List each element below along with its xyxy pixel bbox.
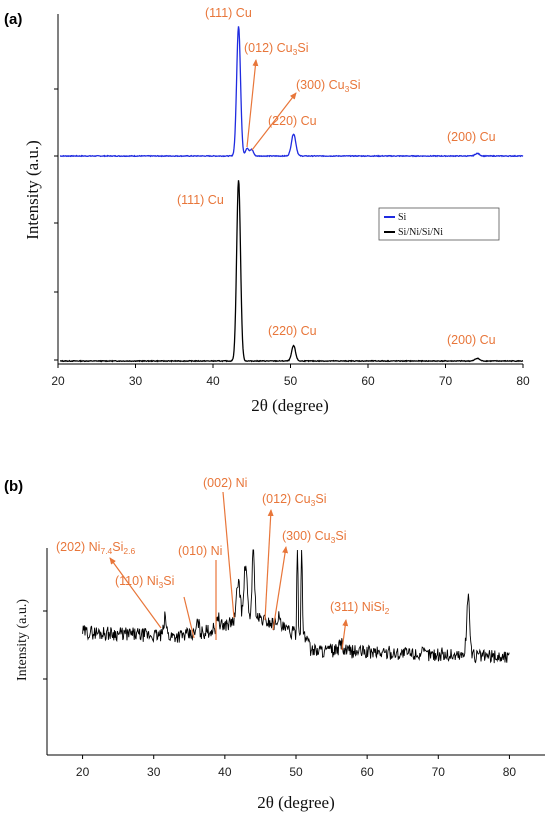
x-tick-label: 70 [439,374,453,388]
panel-a-annotations: (111) Cu (012) Cu3Si (300) Cu3Si (220) C… [177,6,496,347]
annotation-sub: 3 [159,580,164,590]
annotation-sub: 3 [345,84,350,94]
legend-label-si-ni: Si/Ni/Si/Ni [398,227,443,238]
annotation-text: (111) Cu [177,193,224,207]
annotation-tail: Si [297,41,308,55]
x-tick-label: 40 [206,374,220,388]
annotation-202-ni7si2: (202) Ni7.4Si2.6 [56,540,136,556]
annotation-tail: Si [335,529,346,543]
arrow-311-nisi2 [341,619,349,651]
annotation-220-cu: (220) Cu [268,114,317,128]
x-tick-label: 50 [284,374,298,388]
annotation-300-cu3si: (300) Cu3Si [296,78,361,94]
panel-b-label: (b) [4,478,23,495]
x-tick-label: 70 [432,765,446,779]
legend-label-si: Si [398,212,407,223]
panel-a-legend: Si Si/Ni/Si/Ni [378,207,500,241]
annotation-200-cu: (200) Cu [447,130,496,144]
annotation-text: (200) Cu [447,333,496,347]
line-002-ni [222,491,235,619]
panel-a-label: (a) [4,11,22,28]
annotation-mid: Si [112,540,123,554]
annotation-sub: 3 [293,47,298,57]
x-tick-label: 40 [218,765,232,779]
annotation-300-cu3si-b: (300) Cu3Si [282,529,347,545]
x-tick-label: 60 [361,374,375,388]
x-tick-label: 50 [289,765,303,779]
arrow-012-cu3si [246,59,259,148]
x-tick-label: 80 [503,765,517,779]
arrow-012-cu3si-b [264,509,274,621]
arrow-202-ni7si2 [109,557,162,629]
panel-b-ylabel: Intensity (a.u.) [15,599,30,681]
panel-b-xlabel: 2θ (degree) [257,793,335,812]
annotation-text: (300) Cu [282,529,331,543]
annotation-text: (311) NiSi [330,600,385,614]
series-line-si-ni-si-ni [59,180,524,363]
panel-b: (b) 20 30 40 50 60 70 80 Intensity (a.u.) 2θ (… [4,476,545,812]
annotation-text: (012) Cu [262,492,311,506]
panel-b-plot: 20 30 40 50 60 70 80 Intensity (a.u.) 2θ (degr… [15,476,545,812]
annotation-text: (220) Cu [268,114,317,128]
annotation-sub2: 2.6 [123,546,135,556]
annotation-002-ni: (002) Ni [203,476,247,490]
annotation-sub: 3 [311,498,316,508]
annotation-111-cu: (111) Cu [205,6,252,20]
annotation-text: (010) Ni [178,544,222,558]
x-tick-label: 30 [129,374,143,388]
annotation-tail: Si [315,492,326,506]
annotation-tail: Si [349,78,360,92]
annotation-text: (012) Cu [244,41,293,55]
series-line-si [59,26,524,158]
annotation-sub: 3 [331,535,336,545]
series-line-b [82,549,510,664]
annotation-200-cu-lower: (200) Cu [447,333,496,347]
panel-b-annotations: (202) Ni7.4Si2.6 (110) Ni3Si (010) Ni (0… [56,476,390,651]
annotation-311-nisi2: (311) NiSi2 [330,600,390,616]
x-tick-label: 80 [516,374,530,388]
x-tick-label: 20 [76,765,90,779]
panel-a-xlabel: 2θ (degree) [251,396,329,415]
annotation-text: (111) Cu [205,6,252,20]
annotation-110-ni3si: (110) Ni3Si [115,574,174,590]
panel-b-x-ticks: 20 30 40 50 60 70 80 [76,755,517,779]
annotation-010-ni: (010) Ni [178,544,222,558]
legend-box [378,207,500,241]
annotation-text: (200) Cu [447,130,496,144]
annotation-sub: 2 [385,606,390,616]
panel-a: (a) 20 30 40 50 60 70 80 Intensity (a.u.) 2θ (… [4,6,530,415]
annotation-012-cu3si-b: (012) Cu3Si [262,492,327,508]
annotation-sub: 7.4 [100,546,112,556]
annotation-text: (220) Cu [268,324,317,338]
arrow-300-cu3si-b [272,546,289,631]
x-tick-label: 20 [51,374,65,388]
annotation-text: (002) Ni [203,476,247,490]
annotation-220-cu-lower: (220) Cu [268,324,317,338]
annotation-tail: Si [163,574,174,588]
panel-a-x-ticks: 20 30 40 50 60 70 80 [51,364,530,388]
x-tick-label: 30 [147,765,161,779]
arrow-300-cu3si [251,92,297,151]
annotation-text: (300) Cu [296,78,345,92]
line-110-ni3si [183,596,195,639]
x-tick-label: 60 [360,765,374,779]
annotation-text: (202) Ni [56,540,100,554]
panel-a-ylabel: Intensity (a.u.) [23,140,42,240]
panel-a-plot: 20 30 40 50 60 70 80 Intensity (a.u.) 2θ (degr… [23,6,530,415]
annotation-text: (110) Ni [115,574,159,588]
annotation-111-cu-lower: (111) Cu [177,193,224,207]
annotation-012-cu3si: (012) Cu3Si [244,41,309,57]
